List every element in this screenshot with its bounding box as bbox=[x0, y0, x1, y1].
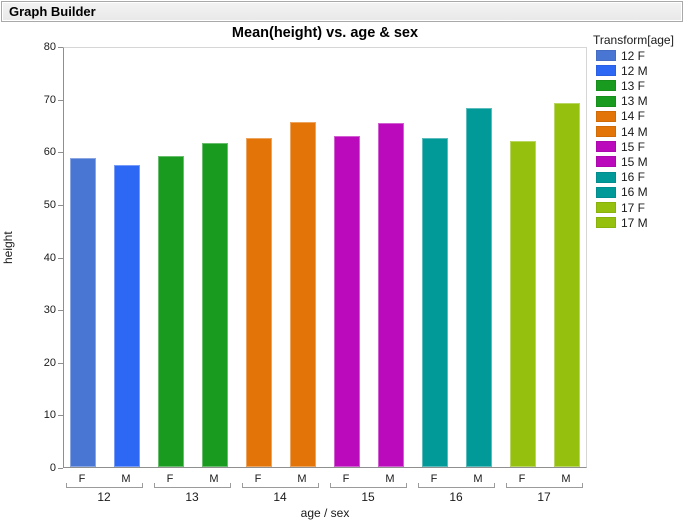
x-tick-label-sex[interactable]: M bbox=[297, 473, 307, 485]
legend-swatch bbox=[596, 171, 616, 183]
legend-label: 15 M bbox=[621, 154, 648, 169]
legend-item-12-F[interactable]: 12 F bbox=[596, 49, 645, 62]
bar-17-F[interactable] bbox=[510, 140, 536, 467]
x-tick-label-sex[interactable]: M bbox=[209, 473, 219, 485]
legend-swatch bbox=[596, 126, 616, 137]
x-group-label-age[interactable]: 15 bbox=[361, 490, 375, 504]
y-tick-label: 30 bbox=[43, 304, 56, 317]
legend-item-12-M[interactable]: 12 M bbox=[596, 64, 648, 77]
y-axis-tick bbox=[58, 47, 63, 48]
chart-title: Mean(height) vs. age & sex bbox=[231, 25, 419, 41]
legend-label: 14 M bbox=[621, 124, 648, 139]
bar-12-F[interactable] bbox=[70, 158, 96, 467]
legend-item-17-F[interactable]: 17 F bbox=[596, 201, 645, 214]
legend-swatch bbox=[596, 202, 616, 213]
legend-label: 16 M bbox=[621, 185, 648, 200]
legend-label: 13 F bbox=[621, 78, 646, 93]
bar-12-M[interactable] bbox=[114, 164, 140, 467]
y-axis-label[interactable]: height bbox=[1, 231, 15, 264]
legend-title: Transform[age] bbox=[593, 33, 674, 47]
x-tick-label-sex[interactable]: F bbox=[254, 473, 262, 485]
legend-swatch bbox=[596, 217, 616, 229]
y-tick-label: 80 bbox=[43, 41, 56, 53]
y-tick-label: 20 bbox=[43, 356, 56, 369]
group-bracket bbox=[505, 483, 583, 488]
legend-label: 12 M bbox=[621, 63, 648, 78]
x-tick-label-sex[interactable]: M bbox=[561, 473, 571, 485]
bar-15-F[interactable] bbox=[334, 135, 360, 467]
legend-item-13-F[interactable]: 13 F bbox=[596, 79, 645, 92]
bar-13-M[interactable] bbox=[202, 143, 228, 467]
y-axis-tick bbox=[58, 257, 63, 259]
y-tick-label: 70 bbox=[43, 93, 56, 106]
legend-swatch bbox=[596, 95, 616, 107]
y-axis-tick bbox=[58, 310, 63, 312]
bar-14-F[interactable] bbox=[246, 137, 272, 467]
legend-item-14-M[interactable]: 14 M bbox=[596, 125, 648, 138]
group-bracket bbox=[65, 483, 143, 488]
legend-label: 14 F bbox=[621, 109, 646, 124]
plot-area[interactable] bbox=[63, 47, 587, 468]
group-bracket bbox=[153, 483, 231, 488]
y-axis-tick bbox=[58, 468, 63, 469]
legend-swatch bbox=[596, 80, 616, 92]
legend-item-15-M[interactable]: 15 M bbox=[596, 155, 648, 168]
legend-swatch bbox=[596, 50, 616, 61]
x-group-label-age[interactable]: 17 bbox=[537, 490, 551, 504]
bar-13-F[interactable] bbox=[158, 156, 184, 467]
y-axis-tick bbox=[58, 204, 63, 206]
legend-swatch bbox=[596, 110, 616, 122]
legend-swatch bbox=[596, 141, 616, 153]
x-tick-label-sex[interactable]: M bbox=[121, 473, 131, 485]
bar-14-M[interactable] bbox=[290, 122, 316, 467]
x-tick-label-sex[interactable]: F bbox=[518, 473, 526, 485]
x-tick-label-sex[interactable]: M bbox=[473, 473, 483, 485]
y-axis-tick bbox=[58, 152, 63, 154]
y-tick-label: 10 bbox=[43, 409, 56, 422]
x-group-label-age[interactable]: 12 bbox=[97, 490, 111, 504]
legend-item-16-M[interactable]: 16 M bbox=[596, 186, 648, 199]
y-tick-label: 0 bbox=[49, 462, 56, 474]
legend-label: 13 M bbox=[621, 94, 648, 109]
x-tick-label-sex[interactable]: F bbox=[342, 473, 350, 485]
window-title: Graph Builder bbox=[9, 4, 96, 19]
bar-15-M[interactable] bbox=[378, 122, 404, 467]
legend-swatch bbox=[596, 156, 616, 168]
legend-item-13-M[interactable]: 13 M bbox=[596, 95, 648, 108]
bar-17-M[interactable] bbox=[554, 103, 580, 467]
bar-16-M[interactable] bbox=[466, 108, 492, 467]
x-group-label-age[interactable]: 14 bbox=[273, 490, 287, 504]
legend-label: 16 F bbox=[621, 170, 646, 185]
group-bracket bbox=[417, 483, 495, 488]
x-axis-label[interactable]: age / sex bbox=[300, 506, 350, 520]
legend-item-17-M[interactable]: 17 M bbox=[596, 216, 648, 229]
legend-item-14-F[interactable]: 14 F bbox=[596, 110, 645, 123]
legend-label: 17 F bbox=[621, 200, 646, 215]
y-tick-label: 40 bbox=[43, 251, 56, 264]
x-group-label-age[interactable]: 16 bbox=[449, 490, 463, 504]
legend-label: 15 F bbox=[621, 139, 646, 154]
legend-item-16-F[interactable]: 16 F bbox=[596, 171, 645, 184]
group-bracket bbox=[329, 483, 407, 488]
legend-label: 17 M bbox=[621, 215, 648, 230]
legend-label: 12 F bbox=[621, 48, 646, 63]
x-tick-label-sex[interactable]: M bbox=[385, 473, 395, 485]
y-tick-label: 60 bbox=[43, 146, 56, 159]
legend-swatch bbox=[596, 186, 616, 198]
y-axis-tick bbox=[58, 415, 63, 417]
x-group-label-age[interactable]: 13 bbox=[185, 490, 199, 504]
outline-title-bar[interactable]: Graph Builder bbox=[1, 1, 683, 22]
x-tick-label-sex[interactable]: F bbox=[430, 473, 438, 485]
y-axis-tick bbox=[58, 99, 63, 101]
legend-item-15-F[interactable]: 15 F bbox=[596, 140, 645, 153]
y-tick-label: 50 bbox=[43, 198, 56, 211]
y-axis-tick bbox=[58, 362, 63, 364]
legend-swatch bbox=[596, 65, 616, 77]
x-tick-label-sex[interactable]: F bbox=[166, 473, 174, 485]
bar-16-F[interactable] bbox=[422, 137, 448, 467]
group-bracket bbox=[241, 483, 319, 488]
x-tick-label-sex[interactable]: F bbox=[78, 473, 86, 485]
